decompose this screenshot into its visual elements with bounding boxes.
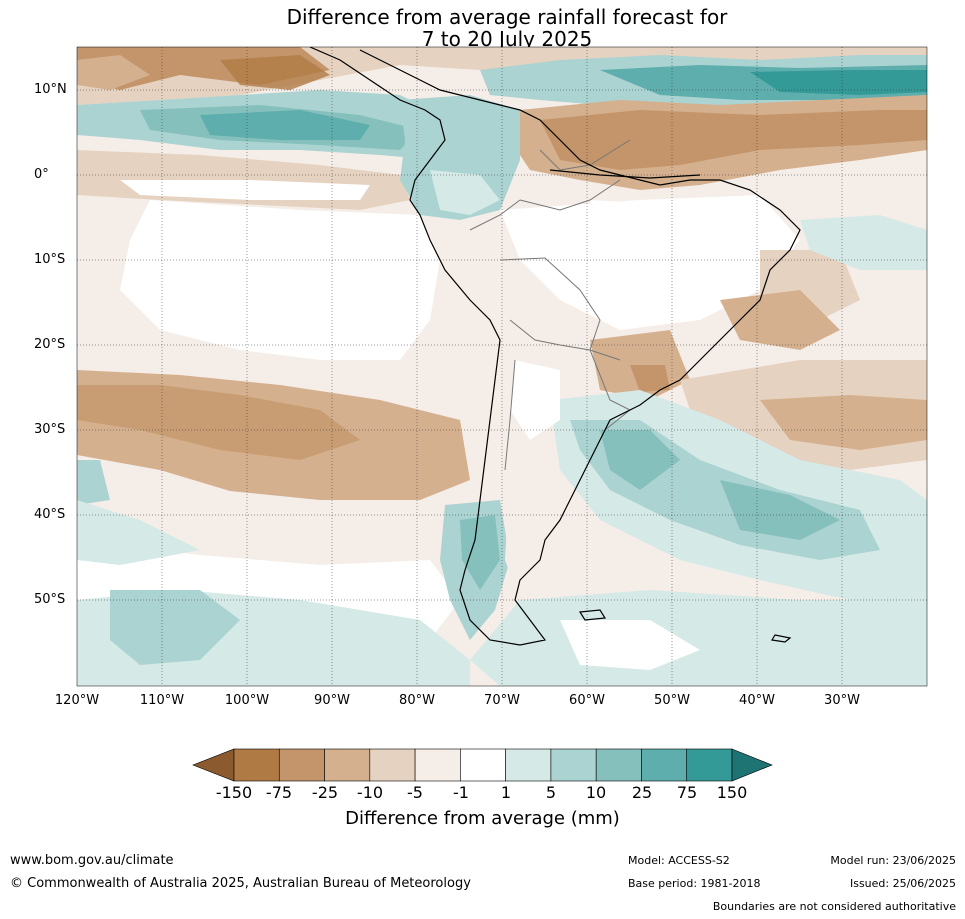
lat-label-50s: 50°S [34, 592, 66, 607]
colorbar-label: Difference from average (mm) [345, 808, 620, 829]
colorbar-tick: 1 [500, 783, 512, 802]
colorbar-extend-right [731, 748, 773, 782]
colorbar-tick: -150 [215, 783, 253, 802]
colorbar-tick: -5 [407, 783, 423, 802]
graticule [77, 47, 927, 686]
lon-label-60w: 60°W [569, 693, 605, 708]
colorbar-cell [505, 748, 552, 782]
colorbar-tick: 25 [631, 783, 653, 802]
map-title-line-1: Difference from average rainfall forecas… [286, 5, 728, 29]
colorbar-cell [550, 748, 597, 782]
lon-label-70w: 70°W [484, 693, 520, 708]
colorbar-cell [641, 748, 688, 782]
colorbar [192, 748, 773, 782]
colorbar-cell [233, 748, 280, 782]
lon-label-40w: 40°W [739, 693, 775, 708]
colorbar-cell [324, 748, 371, 782]
colorbar-tick: -75 [265, 783, 293, 802]
footer-url[interactable]: www.bom.gov.au/climate [10, 853, 174, 868]
lon-label-30w: 30°W [824, 693, 860, 708]
rainfall-anomaly-map [76, 46, 928, 687]
colorbar-tick: -25 [311, 783, 339, 802]
colorbar-tick: 5 [545, 783, 557, 802]
lon-label-120w: 120°W [54, 693, 100, 708]
footer-model-run: Model run: 23/06/2025 [830, 854, 956, 867]
colorbar-cells [233, 748, 733, 782]
lat-label-20s: 20°S [34, 337, 66, 352]
colorbar-cell [460, 748, 506, 782]
colorbar-cell [369, 748, 416, 782]
colorbar-tick: 150 [716, 783, 748, 802]
anomaly-shading [77, 47, 927, 686]
lon-label-80w: 80°W [399, 693, 435, 708]
coastline [309, 47, 801, 646]
lon-label-110w: 110°W [139, 693, 185, 708]
lat-label-10n: 10°N [34, 82, 67, 97]
lon-label-90w: 90°W [314, 693, 350, 708]
colorbar-tick: 75 [676, 783, 698, 802]
colorbar-cell [278, 748, 325, 782]
lat-label-10s: 10°S [34, 252, 66, 267]
lon-label-100w: 100°W [224, 693, 270, 708]
footer-copyright: © Commonwealth of Australia 2025, Austra… [10, 876, 471, 891]
colorbar-tick: 10 [585, 783, 607, 802]
colorbar-tick: -1 [453, 783, 469, 802]
colorbar-tick: -10 [356, 783, 384, 802]
footer-boundaries-note: Boundaries are not considered authoritat… [712, 900, 956, 913]
colorbar-cell [414, 748, 461, 782]
country-borders [469, 139, 631, 471]
lat-label-40s: 40°S [34, 507, 66, 522]
lat-label-0: 0° [34, 167, 49, 182]
colorbar-cell [686, 748, 733, 782]
lat-label-30s: 30°S [34, 422, 66, 437]
colorbar-extend-left [192, 748, 235, 782]
lon-label-50w: 50°W [654, 693, 690, 708]
colorbar-cell [595, 748, 642, 782]
footer-issued: Issued: 25/06/2025 [849, 877, 956, 890]
map-title-line-2: 7 to 20 July 2025 [421, 27, 593, 51]
footer-model: Model: ACCESS-S2 [628, 854, 730, 867]
footer-base-period: Base period: 1981-2018 [628, 877, 761, 890]
